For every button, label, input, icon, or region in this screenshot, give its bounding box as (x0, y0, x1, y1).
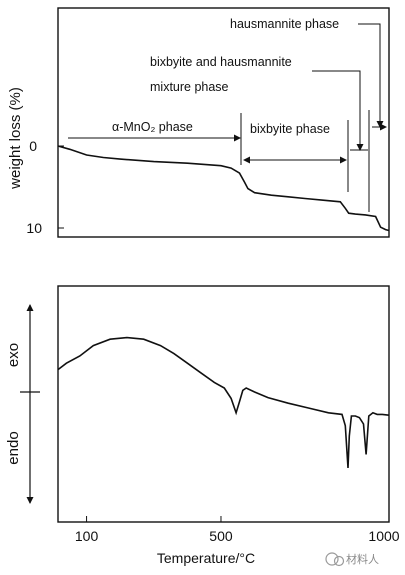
dta-curve (57, 336, 390, 469)
hausmannite-phase-label: hausmannite phase (230, 17, 339, 31)
tg-ytick-0: 0 (29, 138, 37, 154)
watermark-text: 材料人 (346, 552, 379, 566)
tg-ytick-10: 10 (26, 220, 42, 236)
watermark-icon-2 (333, 555, 345, 567)
exo-label: exo (5, 343, 22, 367)
dta-frame (57, 285, 390, 523)
x-tick-label-100: 100 (75, 528, 99, 544)
endo-label: endo (5, 431, 22, 464)
watermark: 材料人 (325, 552, 379, 567)
x-tick-label-500: 500 (209, 528, 233, 544)
mixture-leader-arrow (312, 70, 364, 151)
tg-ylabel: weight loss (%) (7, 87, 24, 190)
alpha-phase-label: α-MnO₂ phase (112, 120, 193, 134)
watermark-icon (325, 552, 339, 566)
hausmannite-leader-arrow (358, 23, 384, 128)
x-tick-label-1000: 1000 (368, 528, 399, 544)
mixture-phase-label-2: mixture phase (150, 80, 229, 94)
bixbyite-phase-label: bixbyite phase (250, 122, 330, 136)
mixture-phase-label-1: bixbyite and hausmannite (150, 55, 292, 69)
tg-curve (57, 145, 390, 232)
x-axis-ticks: 100 500 1000 (75, 516, 400, 544)
x-axis-label: Temperature/°C (157, 550, 255, 566)
tg-frame (57, 7, 390, 238)
